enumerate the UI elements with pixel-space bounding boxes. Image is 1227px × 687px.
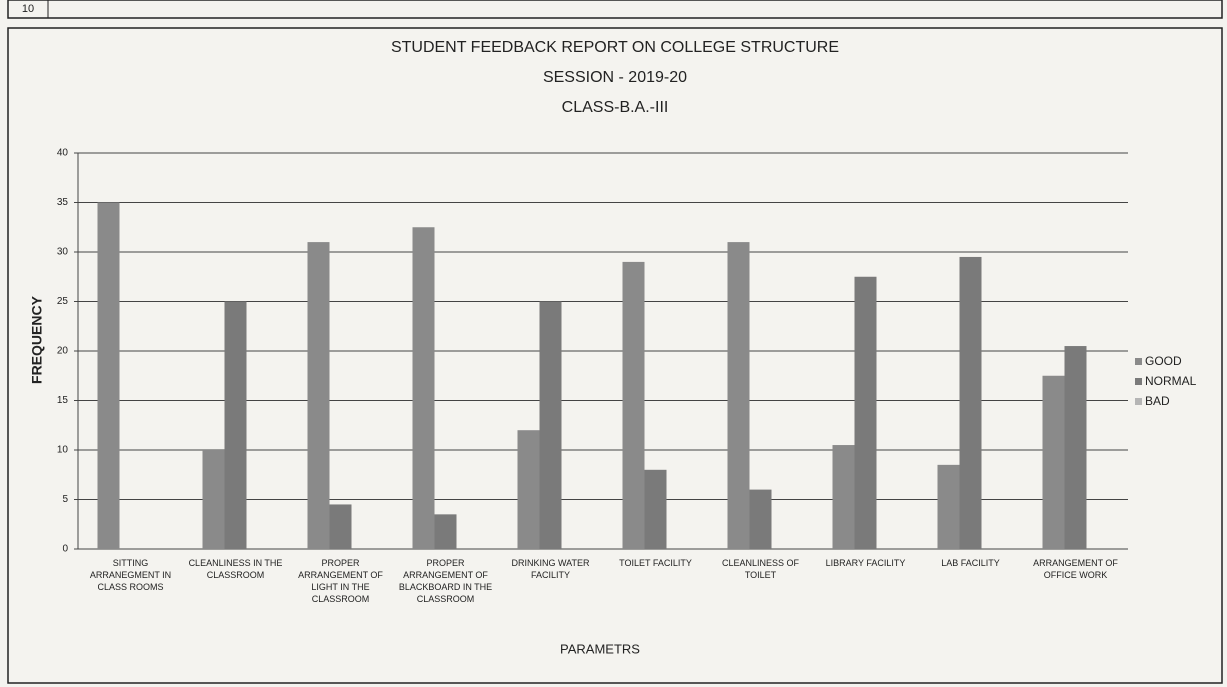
x-tick-label: ARRANGEMENT OF OFFICE WORK	[1033, 558, 1118, 580]
legend-label: GOOD	[1145, 354, 1182, 368]
table-cell: 10	[22, 3, 34, 15]
bar	[1042, 375, 1065, 549]
x-tick-label: LIBRARY FACILITY	[825, 558, 906, 568]
x-axis-label: PARAMETRS	[560, 641, 640, 656]
legend-swatch	[1135, 378, 1142, 385]
bar	[97, 202, 120, 549]
table-row	[7, 0, 1223, 19]
y-tick-label: 40	[57, 148, 69, 159]
bar	[517, 430, 540, 549]
x-tick-label: CLEANLINESS IN THE CLASSROOM	[188, 558, 283, 580]
y-tick-label: 0	[62, 544, 68, 555]
y-tick-label: 10	[57, 445, 69, 456]
chart-title: STUDENT FEEDBACK REPORT ON COLLEGE STRUC…	[391, 39, 839, 56]
legend-label: BAD	[1145, 394, 1170, 408]
legend-swatch	[1135, 358, 1142, 365]
bar	[832, 445, 855, 549]
bar	[644, 469, 667, 549]
x-tick-label: SITTING ARRANEGMENT IN CLASS ROOMS	[89, 558, 172, 592]
y-tick-label: 20	[57, 346, 69, 357]
legend-swatch	[1135, 398, 1142, 405]
bar	[307, 242, 330, 549]
x-tick-label: LAB FACILITY	[941, 558, 1000, 568]
x-tick-label: CLEANLINESS OF TOILET	[721, 558, 800, 580]
bar	[749, 489, 772, 549]
legend-label: NORMAL	[1145, 374, 1197, 388]
bar	[329, 504, 352, 549]
x-tick-label: PROPER ARRANGEMENT OF LIGHT IN THE CLASS…	[298, 558, 383, 604]
bar	[434, 514, 457, 549]
bar	[224, 301, 247, 549]
y-tick-label: 5	[62, 494, 68, 505]
bar	[1064, 346, 1087, 549]
bar	[202, 450, 225, 549]
bar	[959, 256, 982, 549]
chart-frame	[7, 27, 1223, 684]
chart-class: CLASS-B.A.-III	[562, 99, 669, 116]
y-tick-label: 15	[57, 395, 69, 406]
y-axis-label: FREQUENCY	[29, 295, 45, 384]
bar	[539, 301, 562, 549]
y-tick-label: 30	[57, 247, 69, 258]
bar	[727, 242, 750, 549]
x-tick-label: PROPER ARRANGEMENT OF BLACKBOARD IN THE …	[398, 558, 493, 604]
y-tick-label: 25	[57, 296, 69, 307]
bar	[622, 261, 645, 549]
chart-subtitle: SESSION - 2019-20	[543, 69, 687, 86]
x-tick-label: DRINKING WATER FACILITY	[511, 558, 590, 580]
bar	[854, 276, 877, 549]
bar	[412, 227, 435, 549]
x-tick-label: TOILET FACILITY	[619, 558, 692, 568]
bar	[937, 464, 960, 549]
y-tick-label: 35	[57, 197, 69, 208]
